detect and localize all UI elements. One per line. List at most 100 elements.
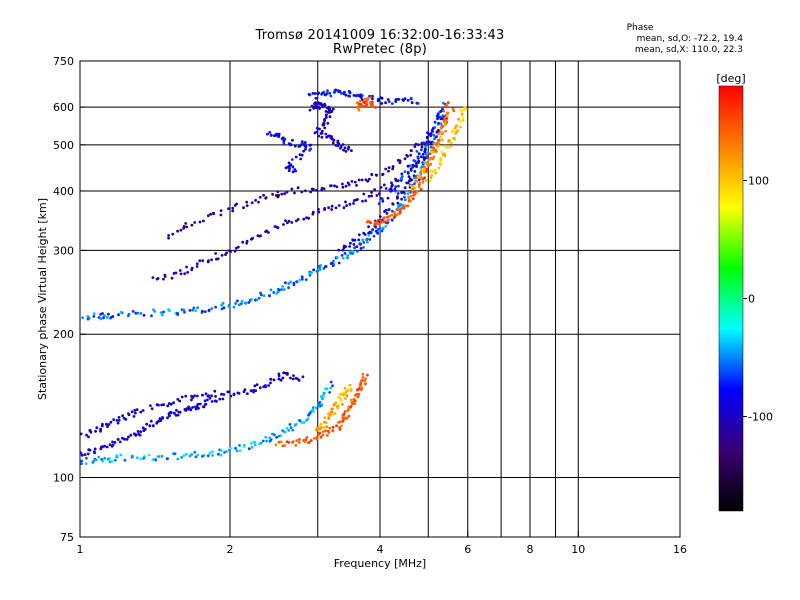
data-point bbox=[301, 375, 305, 379]
data-point bbox=[290, 221, 294, 224]
axes: 1 2 4 6 8 10 16 75 100 200 300 400 500 600 750 Frequenc… bbox=[36, 55, 687, 570]
data-point bbox=[196, 402, 200, 406]
data-point bbox=[136, 311, 140, 315]
data-point bbox=[409, 153, 413, 157]
data-point bbox=[362, 246, 365, 249]
data-point bbox=[304, 278, 308, 281]
data-point bbox=[309, 190, 313, 194]
data-point bbox=[148, 424, 152, 428]
data-point bbox=[150, 407, 154, 411]
data-point bbox=[129, 433, 133, 437]
data-point bbox=[317, 134, 321, 138]
data-point bbox=[331, 107, 335, 111]
data-point bbox=[325, 113, 328, 117]
data-point bbox=[279, 434, 283, 438]
data-point bbox=[445, 103, 448, 107]
data-point bbox=[400, 172, 404, 176]
y-tick-label: 300 bbox=[53, 244, 74, 257]
data-point bbox=[341, 393, 345, 397]
colorbar-tick-label: 0 bbox=[748, 293, 755, 306]
data-point bbox=[257, 296, 261, 300]
data-point bbox=[124, 417, 128, 421]
data-point bbox=[258, 386, 262, 390]
data-point bbox=[400, 197, 403, 201]
data-point bbox=[182, 308, 186, 312]
data-point bbox=[99, 429, 102, 433]
data-point bbox=[196, 394, 199, 398]
data-point bbox=[319, 422, 323, 426]
data-point bbox=[427, 140, 431, 144]
data-point bbox=[166, 404, 170, 408]
data-point bbox=[399, 203, 403, 206]
data-point bbox=[429, 132, 433, 135]
data-point bbox=[359, 243, 362, 246]
data-point bbox=[315, 270, 319, 273]
data-point bbox=[409, 169, 413, 172]
colorbar-tick-label: -100 bbox=[748, 411, 773, 424]
data-point bbox=[318, 127, 321, 131]
data-point bbox=[232, 305, 236, 309]
data-point bbox=[425, 140, 429, 144]
data-point bbox=[291, 170, 295, 174]
data-point bbox=[130, 410, 134, 414]
data-point bbox=[361, 372, 365, 376]
data-point bbox=[238, 444, 241, 447]
data-point bbox=[176, 413, 180, 417]
data-point bbox=[317, 91, 321, 95]
data-point bbox=[318, 427, 322, 431]
data-point bbox=[332, 259, 335, 263]
data-point bbox=[352, 243, 356, 246]
data-point bbox=[243, 301, 247, 305]
data-point bbox=[245, 239, 249, 243]
data-point bbox=[288, 423, 292, 426]
data-point bbox=[417, 178, 421, 182]
data-point bbox=[334, 143, 338, 147]
data-point bbox=[229, 447, 233, 450]
data-point bbox=[142, 313, 146, 317]
data-point bbox=[308, 149, 311, 152]
data-point bbox=[415, 176, 418, 180]
data-point bbox=[87, 316, 91, 320]
data-point bbox=[325, 387, 329, 391]
data-point bbox=[359, 247, 363, 250]
data-point bbox=[439, 109, 443, 113]
data-point bbox=[446, 111, 450, 115]
data-point bbox=[452, 136, 456, 140]
data-point bbox=[394, 185, 398, 189]
data-point bbox=[346, 254, 350, 257]
data-point bbox=[413, 170, 417, 173]
data-point bbox=[287, 282, 291, 285]
data-point bbox=[406, 204, 410, 208]
data-point bbox=[372, 234, 376, 238]
data-point bbox=[335, 424, 338, 428]
data-point bbox=[329, 94, 333, 98]
data-point bbox=[384, 187, 388, 190]
data-point bbox=[343, 146, 347, 150]
data-point bbox=[367, 233, 371, 237]
data-point bbox=[168, 309, 171, 313]
data-point bbox=[423, 167, 426, 171]
data-point bbox=[178, 399, 182, 403]
data-point bbox=[190, 452, 194, 456]
data-point bbox=[364, 377, 368, 380]
data-point bbox=[296, 218, 300, 221]
data-point bbox=[371, 100, 374, 104]
data-point bbox=[318, 102, 322, 106]
data-point bbox=[178, 269, 182, 272]
data-point bbox=[348, 94, 351, 98]
data-point bbox=[345, 417, 349, 420]
data-point bbox=[436, 132, 440, 136]
data-point bbox=[211, 450, 214, 454]
data-point bbox=[355, 245, 359, 249]
data-point bbox=[198, 259, 202, 263]
data-point bbox=[318, 401, 322, 404]
data-point bbox=[221, 397, 225, 401]
data-point bbox=[422, 161, 426, 165]
data-point bbox=[291, 165, 295, 169]
data-point bbox=[363, 97, 367, 101]
data-point bbox=[136, 430, 140, 433]
data-point bbox=[415, 190, 419, 194]
data-point bbox=[374, 106, 377, 109]
data-point bbox=[304, 189, 307, 193]
data-point bbox=[227, 207, 230, 211]
